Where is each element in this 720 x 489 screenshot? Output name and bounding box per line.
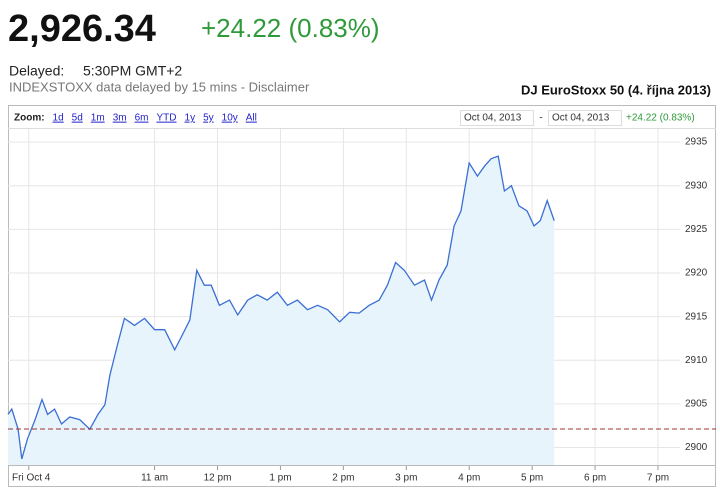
- x-tick-label: 11 am: [141, 473, 168, 484]
- date-box[interactable]: [548, 110, 622, 126]
- y-tick-label: 2925: [685, 224, 708, 235]
- y-tick-label: 2900: [685, 442, 708, 453]
- zoom-option[interactable]: YTD: [157, 113, 177, 124]
- delayed-label: Delayed:: [9, 63, 64, 79]
- zoom-option[interactable]: 5y: [203, 113, 214, 124]
- y-tick-label: 2905: [685, 399, 708, 410]
- y-tick-label: 2915: [685, 311, 708, 322]
- x-tick-label: 7 pm: [647, 473, 669, 484]
- zoom-option[interactable]: All: [246, 113, 257, 124]
- range-start[interactable]: Oct 04, 2013: [464, 113, 522, 124]
- zoom-label: Zoom:: [14, 113, 45, 124]
- x-tick-label: 2 pm: [332, 473, 354, 484]
- x-tick-label: 4 pm: [458, 473, 480, 484]
- x-tick-label: 1 pm: [269, 473, 291, 484]
- price-line: [7, 155, 555, 460]
- range-end[interactable]: Oct 04, 2013: [552, 113, 610, 124]
- date-box[interactable]: [460, 110, 534, 126]
- y-tick-label: 2920: [685, 268, 708, 279]
- delayed-time: 5:30PM GMT+2: [83, 63, 182, 79]
- y-tick-label: 2935: [685, 137, 708, 148]
- zoom-option[interactable]: 6m: [135, 113, 149, 124]
- chart-title: DJ EuroStoxx 50 (4. října 2013): [521, 82, 711, 97]
- zoom-option[interactable]: 3m: [113, 113, 127, 124]
- zoom-option[interactable]: 1d: [53, 113, 64, 124]
- range-change: +24.22 (0.83%): [626, 113, 695, 124]
- zoom-option[interactable]: 5d: [72, 113, 83, 124]
- x-tick-label: 12 pm: [204, 473, 232, 484]
- price-change: +24.22 (0.83%): [201, 13, 380, 43]
- x-tick-label: 6 pm: [584, 473, 606, 484]
- price: 2,926.34: [8, 8, 156, 50]
- x-tick-label: 5 pm: [521, 473, 543, 484]
- zoom-option[interactable]: 1m: [91, 113, 105, 124]
- x-tick-label: Fri Oct 4: [12, 473, 51, 484]
- area: [8, 156, 555, 465]
- range-separator: -: [539, 113, 542, 124]
- x-tick-label: 3 pm: [395, 473, 417, 484]
- y-tick-label: 2910: [685, 355, 708, 366]
- disclaimer: INDEXSTOXX data delayed by 15 mins - Dis…: [9, 79, 310, 94]
- zoom-option[interactable]: 10y: [222, 113, 238, 124]
- zoom-option[interactable]: 1y: [185, 113, 196, 124]
- y-tick-label: 2930: [685, 180, 708, 191]
